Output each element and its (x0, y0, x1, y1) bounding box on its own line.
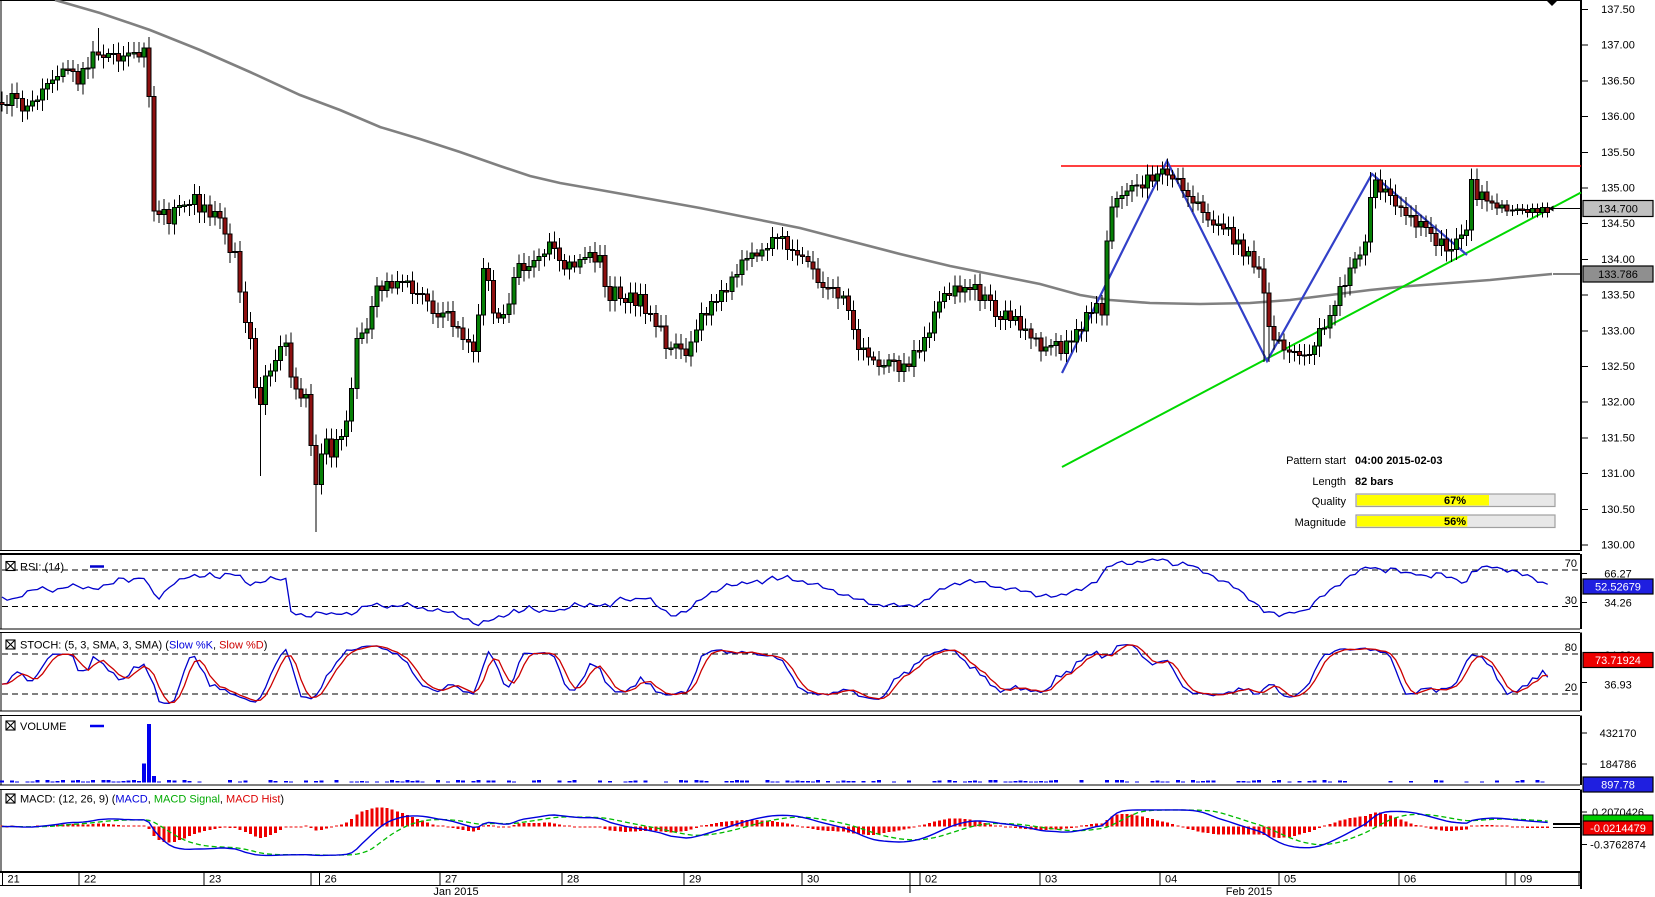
svg-text:Pattern start: Pattern start (1286, 455, 1346, 467)
svg-text:70: 70 (1565, 558, 1577, 570)
svg-text:04: 04 (1165, 874, 1177, 886)
svg-text:-0.0214479: -0.0214479 (1590, 823, 1646, 835)
svg-text:137.50: 137.50 (1601, 4, 1635, 16)
svg-text:36.93: 36.93 (1604, 680, 1632, 692)
svg-text:134.50: 134.50 (1601, 218, 1635, 230)
svg-text:STOCH: (5, 3, SMA, 3, SMA) (Sl: STOCH: (5, 3, SMA, 3, SMA) (Slow %K, Slo… (20, 640, 267, 652)
svg-text:34.26: 34.26 (1604, 598, 1632, 610)
svg-text:132.00: 132.00 (1601, 397, 1635, 409)
svg-text:133.50: 133.50 (1601, 290, 1635, 302)
svg-text:21: 21 (8, 874, 20, 886)
svg-text:23: 23 (209, 874, 221, 886)
svg-text:134.700: 134.700 (1598, 204, 1638, 216)
svg-text:66.27: 66.27 (1604, 568, 1632, 580)
svg-text:20: 20 (1565, 682, 1577, 694)
svg-text:132.50: 132.50 (1601, 361, 1635, 373)
svg-text:22: 22 (84, 874, 96, 886)
svg-text:133.00: 133.00 (1601, 325, 1635, 337)
svg-text:MACD: (12, 26, 9) (MACD, MACD: MACD: (12, 26, 9) (MACD, MACD Signal, MA… (20, 794, 284, 806)
svg-text:897.78: 897.78 (1601, 780, 1635, 792)
svg-text:130.00: 130.00 (1601, 540, 1635, 552)
svg-text:30: 30 (807, 874, 819, 886)
svg-text:04:00 2015-02-03: 04:00 2015-02-03 (1355, 455, 1442, 467)
svg-text:30: 30 (1565, 595, 1577, 607)
svg-text:80: 80 (1565, 642, 1577, 654)
svg-text:Length: Length (1312, 476, 1346, 488)
svg-text:Feb 2015: Feb 2015 (1226, 886, 1272, 897)
svg-text:26: 26 (325, 874, 337, 886)
svg-text:136.00: 136.00 (1601, 111, 1635, 123)
svg-text:52.52679: 52.52679 (1595, 582, 1641, 594)
svg-text:432170: 432170 (1600, 728, 1637, 740)
svg-text:-0.3762874: -0.3762874 (1590, 840, 1646, 852)
svg-text:131.50: 131.50 (1601, 432, 1635, 444)
svg-text:137.00: 137.00 (1601, 40, 1635, 52)
svg-text:82 bars: 82 bars (1355, 476, 1394, 488)
svg-text:Magnitude: Magnitude (1295, 517, 1346, 529)
svg-text:Quality: Quality (1312, 496, 1347, 508)
svg-text:73.71924: 73.71924 (1595, 655, 1641, 667)
svg-text:28: 28 (567, 874, 579, 886)
svg-text:134.00: 134.00 (1601, 254, 1635, 266)
svg-text:02: 02 (925, 874, 937, 886)
svg-text:29: 29 (689, 874, 701, 886)
svg-text:131.00: 131.00 (1601, 468, 1635, 480)
svg-text:133.786: 133.786 (1598, 269, 1638, 281)
svg-text:RSI: (14): RSI: (14) (20, 562, 64, 574)
svg-text:03: 03 (1045, 874, 1057, 886)
svg-text:05: 05 (1284, 874, 1296, 886)
svg-text:130.50: 130.50 (1601, 504, 1635, 516)
svg-text:136.50: 136.50 (1601, 75, 1635, 87)
svg-text:67%: 67% (1444, 495, 1466, 507)
svg-text:09: 09 (1520, 874, 1532, 886)
svg-text:184786: 184786 (1600, 759, 1637, 771)
svg-text:27: 27 (445, 874, 457, 886)
svg-text:135.00: 135.00 (1601, 183, 1635, 195)
svg-text:56%: 56% (1444, 516, 1466, 528)
svg-text:Jan 2015: Jan 2015 (433, 886, 478, 897)
svg-text:06: 06 (1404, 874, 1416, 886)
svg-text:135.50: 135.50 (1601, 147, 1635, 159)
svg-text:VOLUME: VOLUME (20, 721, 66, 733)
